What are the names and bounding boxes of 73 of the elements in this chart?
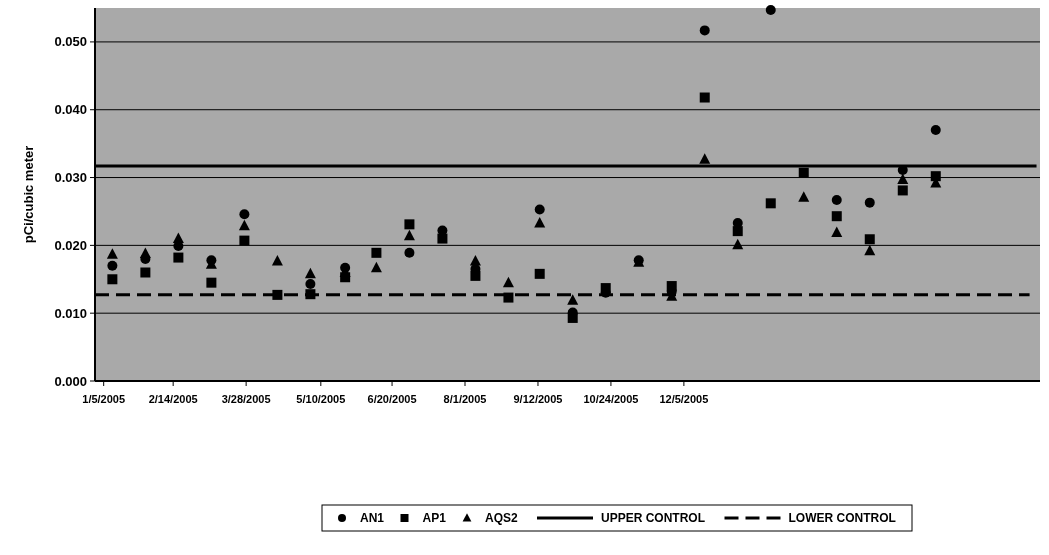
point <box>930 125 941 136</box>
x-tick-label: 8/1/2005 <box>443 393 487 405</box>
x-tick-label: 2/14/2005 <box>148 393 198 405</box>
point <box>238 219 250 231</box>
point <box>831 226 843 237</box>
legend-label: AQS2 <box>485 511 518 526</box>
point <box>403 229 415 241</box>
y-tick-label: 0.030 <box>54 170 87 186</box>
point <box>239 235 250 246</box>
x-tick-label: 9/12/2005 <box>513 393 563 405</box>
point <box>304 267 316 279</box>
point <box>534 204 545 215</box>
x-tick-label: 1/5/2005 <box>82 393 126 405</box>
point <box>404 247 415 258</box>
point <box>140 267 151 278</box>
point <box>930 171 941 182</box>
point <box>567 294 579 305</box>
point <box>765 198 776 209</box>
y-tick-label: 0.010 <box>54 305 87 321</box>
point <box>864 234 875 245</box>
y-axis-title: pCi/cubic meter <box>21 145 36 244</box>
x-tick-label: 12/5/2005 <box>659 393 709 405</box>
point <box>502 276 514 288</box>
point <box>699 153 711 164</box>
y-tick-label: 0.050 <box>54 34 87 50</box>
point <box>305 289 316 300</box>
point <box>699 25 710 36</box>
point <box>864 244 876 256</box>
point <box>732 226 743 237</box>
point <box>139 247 151 258</box>
point <box>897 173 909 185</box>
point <box>172 232 184 244</box>
point <box>831 211 842 222</box>
point <box>831 194 842 205</box>
point <box>600 283 611 294</box>
point <box>404 219 415 230</box>
point <box>765 5 776 16</box>
y-tick-label: 0.000 <box>54 373 87 389</box>
point <box>370 261 382 273</box>
point <box>106 248 118 259</box>
point <box>732 238 744 250</box>
point <box>107 274 118 285</box>
legend-label: LOWER CONTROL <box>788 511 896 526</box>
legend-label: UPPER CONTROL <box>601 511 706 526</box>
point <box>107 260 118 271</box>
x-tick-label: 6/20/2005 <box>367 393 417 405</box>
point <box>371 247 382 258</box>
y-tick-label: 0.040 <box>54 102 87 118</box>
point <box>206 277 217 288</box>
point <box>503 292 514 303</box>
y-tick-label: 0.020 <box>54 237 87 253</box>
point <box>897 185 908 196</box>
point <box>699 92 710 103</box>
x-tick-label: 3/28/2005 <box>221 393 271 405</box>
point <box>272 289 283 300</box>
point <box>271 254 283 266</box>
legend-label: AP1 <box>422 511 447 526</box>
x-tick-label: 5/10/2005 <box>296 393 346 405</box>
x-tick-label: 10/24/2005 <box>583 393 639 405</box>
point <box>469 254 481 266</box>
point <box>567 312 578 323</box>
point <box>305 279 316 290</box>
point <box>173 252 184 263</box>
point <box>534 216 546 228</box>
point <box>437 233 448 244</box>
legend-label: AN1 <box>360 511 385 526</box>
point <box>864 197 875 208</box>
point <box>798 167 809 178</box>
point <box>534 268 545 279</box>
point <box>666 281 677 292</box>
point <box>470 270 481 281</box>
point <box>798 191 810 202</box>
point <box>239 209 250 220</box>
